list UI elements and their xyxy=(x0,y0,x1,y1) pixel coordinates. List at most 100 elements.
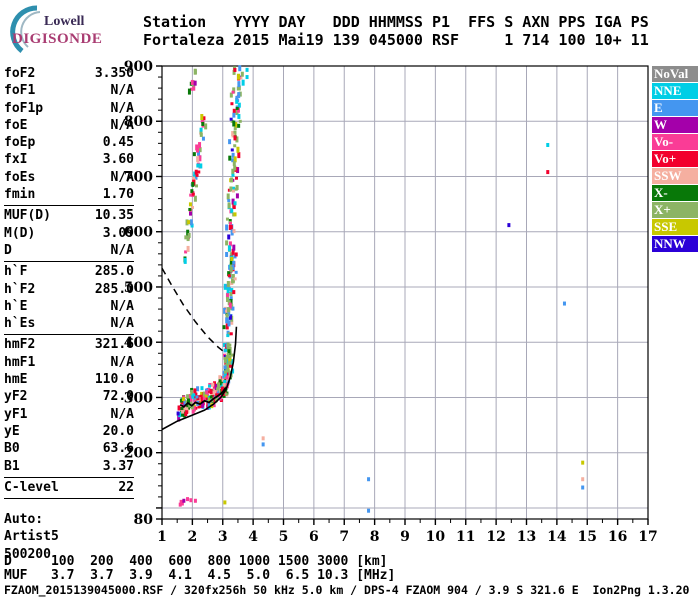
x-tick-label: 5 xyxy=(279,529,289,545)
header-values-row: Fortaleza 2015 Mai19 139 045000 RSF 1 71… xyxy=(143,31,649,49)
param-label: yF1 xyxy=(4,406,28,422)
echo-point xyxy=(227,245,231,252)
echo-point xyxy=(186,394,190,400)
echo-point xyxy=(226,334,230,338)
echo-point xyxy=(223,370,227,374)
auto-line-2: 500200 xyxy=(4,546,51,562)
echo-point xyxy=(231,131,235,137)
echo-point xyxy=(199,132,203,137)
param-label: foF1 xyxy=(4,83,36,99)
param-label: fxI xyxy=(4,152,28,168)
param-value: N/A xyxy=(110,169,134,185)
echo-point xyxy=(235,106,239,110)
echo-point xyxy=(223,380,227,384)
echo-point xyxy=(190,79,194,85)
echo-point xyxy=(233,67,237,72)
echo-point xyxy=(231,90,235,94)
echo-point xyxy=(229,364,233,368)
legend-item-X-: X- xyxy=(652,185,698,201)
echo-point xyxy=(223,307,227,314)
param-value: N/A xyxy=(110,117,134,133)
echo-point xyxy=(235,184,239,190)
legend-item-NNW: NNW xyxy=(652,236,698,252)
param-label: hmF2 xyxy=(4,337,36,353)
echo-point xyxy=(201,121,205,126)
echo-point xyxy=(193,498,197,503)
echo-point xyxy=(187,232,191,238)
echo-point xyxy=(194,169,198,175)
param-row-D: D N/A xyxy=(4,242,134,259)
param-row-foF1p: foF1p N/A xyxy=(4,100,134,117)
echo-point xyxy=(194,392,198,396)
echo-point xyxy=(190,223,194,228)
echo-point xyxy=(193,69,197,75)
x-tick-label: 13 xyxy=(517,529,536,545)
echo-point xyxy=(190,189,194,194)
echo-point xyxy=(232,87,236,94)
logo-digisonde-text: DIGISONDE xyxy=(12,31,103,47)
digisonde-swoosh-icon xyxy=(10,5,41,53)
echo-point xyxy=(204,123,208,130)
echo-point xyxy=(189,498,193,503)
legend-item-W: W xyxy=(652,117,698,133)
echo-point xyxy=(215,393,219,397)
echo-point xyxy=(228,139,232,145)
param-label: B0 xyxy=(4,441,20,457)
echo-point xyxy=(186,497,190,502)
param-row-yE: yE 20.0 xyxy=(4,423,134,440)
param-value: 321.6 xyxy=(94,337,134,353)
echo-point xyxy=(194,406,198,410)
echo-point xyxy=(227,332,231,336)
echo-point xyxy=(233,165,237,171)
echo-point xyxy=(233,277,237,281)
echo-point xyxy=(187,220,191,225)
echo-point xyxy=(225,313,229,318)
echo-point xyxy=(224,392,228,396)
echo-point xyxy=(238,119,242,123)
echo-point xyxy=(199,163,203,169)
param-value: N/A xyxy=(110,242,134,258)
param-row-h`F: h`F 285.0 xyxy=(4,263,134,280)
echo-point xyxy=(200,391,204,397)
echo-point xyxy=(189,395,193,402)
auto-line-1: Artist5 xyxy=(4,529,59,545)
echo-point xyxy=(233,201,237,206)
echo-point xyxy=(231,368,235,374)
echo-point xyxy=(228,355,232,362)
param-label: D xyxy=(4,242,12,258)
echo-point xyxy=(231,173,235,177)
x-tick-label: 1 xyxy=(157,529,167,545)
echo-point xyxy=(227,234,231,240)
echo-point xyxy=(228,155,232,161)
echo-point xyxy=(225,311,229,316)
echo-point xyxy=(223,283,227,290)
param-row-MUF(D): MUF(D) 10.35 xyxy=(4,207,134,224)
param-value: 3.37 xyxy=(102,458,134,474)
echo-point xyxy=(223,500,227,505)
echo-point xyxy=(228,241,232,247)
echo-point xyxy=(228,343,232,347)
echo-point xyxy=(232,120,236,127)
echo-point xyxy=(216,387,220,391)
echo-point xyxy=(228,346,232,351)
legend-item-Vo-: Vo- xyxy=(652,134,698,150)
echo-point xyxy=(204,394,208,398)
echo-point xyxy=(225,309,229,313)
param-value: N/A xyxy=(110,298,134,314)
echo-point xyxy=(189,211,193,216)
echo-point xyxy=(197,150,201,156)
echo-point xyxy=(235,97,239,104)
fitted-trace-curve xyxy=(179,387,227,408)
y-tick-label: 300 xyxy=(124,390,153,406)
echo-point xyxy=(229,296,233,301)
param-value: N/A xyxy=(110,83,134,99)
param-value: 22 xyxy=(118,479,134,495)
echo-point xyxy=(185,219,189,226)
param-row-B1: B1 3.37 xyxy=(4,458,134,475)
echo-point xyxy=(245,67,249,72)
echo-point xyxy=(227,199,231,203)
echo-point xyxy=(225,372,229,378)
echo-point xyxy=(232,204,236,210)
x-tick-label: 16 xyxy=(608,529,627,545)
param-row-hmF1: hmF1 N/A xyxy=(4,354,134,371)
